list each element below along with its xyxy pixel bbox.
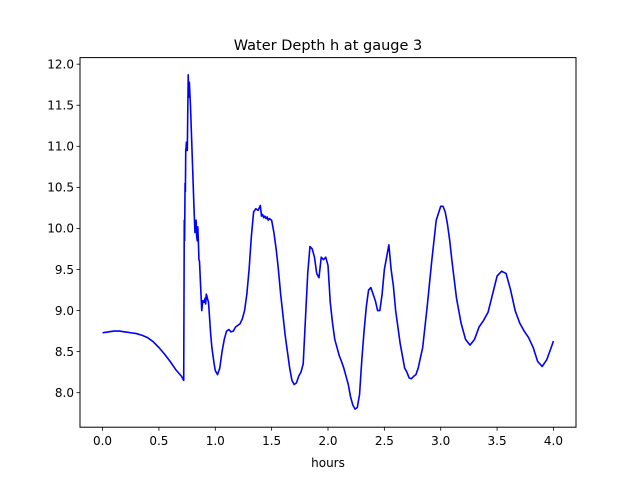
y-tick-label: 8.5 (55, 345, 74, 359)
plot-frame (79, 57, 577, 428)
y-tick-label: 8.0 (55, 386, 74, 400)
chart-title: Water Depth h at gauge 3 (234, 38, 422, 54)
plot-data-layer (102, 74, 555, 410)
y-axis: 8.0 8.5 9.0 9.5 10.0 10.5 11.0 11.5 12.0 (47, 57, 80, 400)
x-axis-label: hours (311, 456, 345, 470)
y-tick-label: 9.0 (55, 304, 74, 318)
x-tick-label: 0.5 (149, 434, 168, 448)
y-tick-label: 10.0 (47, 222, 74, 236)
series-line-0 (102, 74, 555, 410)
x-tick-label: 2.5 (375, 434, 394, 448)
x-tick-label: 3.0 (431, 434, 450, 448)
x-tick-label: 2.0 (318, 434, 337, 448)
x-tick-label: 3.5 (488, 434, 507, 448)
x-tick-label: 1.0 (206, 434, 225, 448)
y-tick-label: 12.0 (47, 57, 74, 71)
y-tick-label: 11.5 (47, 99, 74, 113)
x-tick-label: 0.0 (93, 434, 112, 448)
y-tick-label: 9.5 (55, 263, 74, 277)
y-tick-label: 11.0 (47, 140, 74, 154)
x-tick-label: 4.0 (544, 434, 563, 448)
x-axis: 0.0 0.5 1.0 1.5 2.0 2.5 3.0 3.5 4.0 (93, 427, 563, 448)
y-tick-label: 10.5 (47, 181, 74, 195)
x-tick-label: 1.5 (262, 434, 281, 448)
